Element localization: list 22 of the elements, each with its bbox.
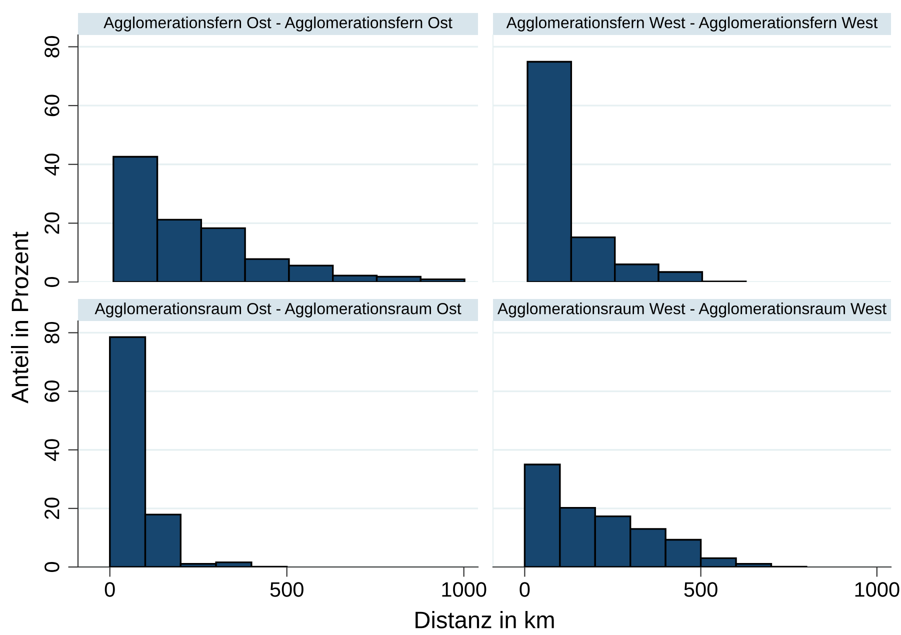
y-tick-label: 20 [44,498,60,519]
chart-title: Agglomerationsfern Ost - Agglomerationsfern Ost [104,16,452,32]
y-tick-label: 20 [44,212,60,234]
x-tick-label: 500 [684,582,718,597]
x-tick-label: 0 [520,582,530,597]
x-axis-title: Distanz in km [416,610,554,628]
x-tick-label: 1000 [855,582,900,597]
y-tick-label: 40 [44,439,60,461]
y-tick-label: 80 [44,36,60,58]
chart-title: Agglomerationsfern West - Agglomerationsfern West [506,16,878,32]
chart-title: Agglomerationsraum West - Agglomerationsraum West [497,302,886,318]
y-tick-label: 60 [44,380,60,402]
y-axis-title: Anteil in Prozent [10,232,28,404]
y-tick-label: 0 [44,562,60,572]
y-tick-label: 80 [44,322,60,344]
x-tick-label: 500 [270,582,304,597]
x-tick-label: 0 [104,582,115,597]
y-tick-label: 0 [44,277,60,287]
y-tick-label: 40 [44,154,60,176]
chart-title: Agglomerationsraum Ost - Agglomerationsraum Ost [94,302,462,318]
x-tick-label: 1000 [442,582,486,597]
y-tick-label: 60 [44,94,60,116]
